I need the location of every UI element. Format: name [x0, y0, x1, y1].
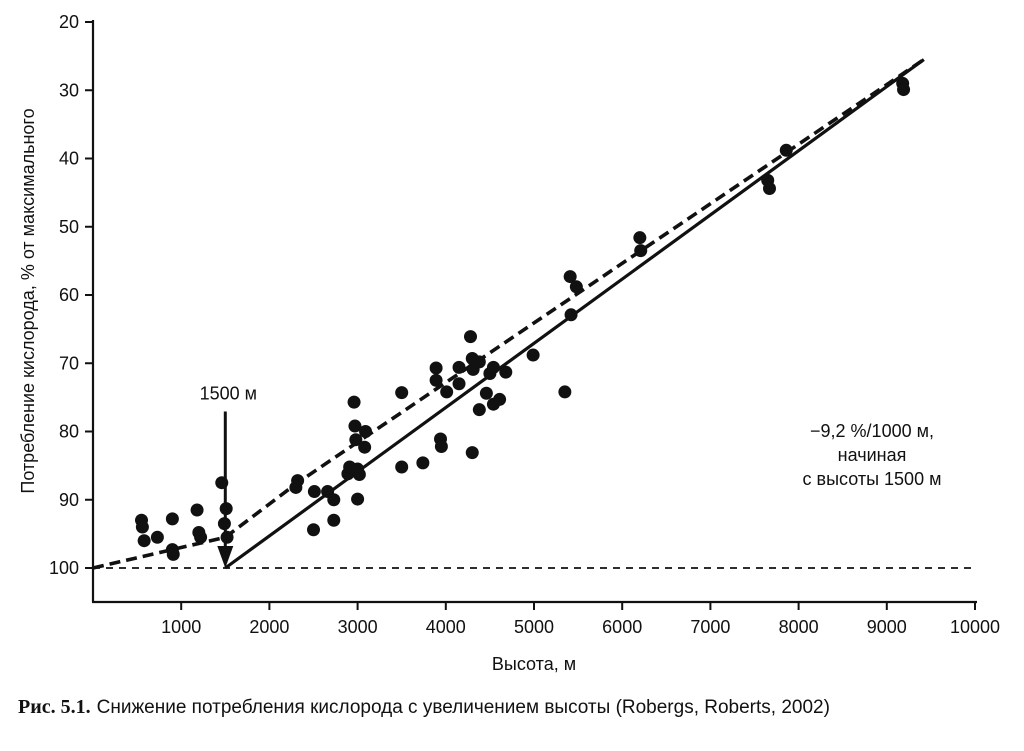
data-point	[452, 360, 466, 374]
data-point	[194, 530, 208, 544]
y-tick-label: 40	[59, 149, 79, 169]
y-tick-label: 80	[59, 422, 79, 442]
data-point	[440, 385, 454, 399]
data-point	[135, 520, 149, 534]
data-point	[429, 361, 443, 375]
data-point	[569, 280, 583, 294]
data-point	[351, 492, 365, 506]
data-point	[558, 385, 572, 399]
y-tick-label: 90	[59, 490, 79, 510]
data-points	[135, 76, 911, 561]
figure-caption: Рис. 5.1. Снижение потребления кислорода …	[18, 696, 1018, 719]
slope-note-line: с высоты 1500 м	[803, 469, 942, 489]
data-point	[762, 182, 776, 196]
data-point	[526, 348, 540, 362]
data-point	[564, 308, 578, 322]
annotations: 1500 м −9,2 %/1000 м, начиная с высоты 1500…	[200, 384, 942, 568]
y-tick-label: 70	[59, 353, 79, 373]
x-tick-label: 8000	[779, 617, 819, 637]
data-point	[472, 355, 486, 369]
data-point	[452, 377, 466, 391]
data-point	[395, 460, 409, 474]
data-point	[563, 270, 577, 284]
data-point	[327, 493, 341, 507]
arrow-head-icon	[217, 546, 234, 568]
data-point	[499, 365, 513, 379]
data-point	[220, 530, 234, 544]
data-point	[347, 395, 361, 409]
data-point	[150, 530, 164, 544]
arrow-label: 1500 м	[200, 384, 257, 404]
data-point	[434, 440, 448, 454]
data-point	[359, 425, 373, 438]
data-point	[166, 547, 180, 561]
x-tick-label: 2000	[249, 617, 289, 637]
x-axis-title: Высота, м	[492, 654, 576, 674]
slope-note-line: −9,2 %/1000 м,	[810, 421, 934, 441]
data-point	[291, 474, 305, 488]
data-point	[137, 534, 151, 548]
data-point	[307, 523, 320, 537]
data-point	[465, 446, 479, 460]
data-point	[779, 143, 793, 157]
data-point	[395, 386, 409, 400]
y-tick-label: 20	[59, 12, 79, 32]
data-point	[358, 440, 372, 454]
data-point	[327, 513, 341, 527]
y-tick-label: 30	[59, 80, 79, 100]
data-point	[633, 231, 647, 245]
data-point	[352, 467, 366, 481]
x-tick-label: 3000	[338, 617, 378, 637]
data-point	[348, 419, 362, 433]
data-point	[493, 392, 507, 406]
data-point	[479, 386, 493, 400]
x-tick-label: 5000	[514, 617, 554, 637]
data-point	[897, 83, 911, 97]
data-point	[165, 512, 179, 526]
caption-text: Снижение потребления кислорода с увеличе…	[96, 697, 830, 718]
data-point	[429, 373, 443, 387]
scatter-chart: 20 30 40 50 60 70 80 90 100 1000 2000 3000 4000 5000 6…	[18, 12, 1000, 674]
y-tick-label: 60	[59, 285, 79, 305]
data-point	[472, 403, 486, 417]
y-tick-label: 50	[59, 217, 79, 237]
figure-label: Рис. 5.1.	[18, 696, 91, 718]
data-point	[349, 433, 363, 447]
x-tick-label: 4000	[426, 617, 466, 637]
x-tick-label: 6000	[602, 617, 642, 637]
axes: 20 30 40 50 60 70 80 90 100 1000 2000 3000 4000 5000 6…	[18, 12, 1000, 674]
data-point	[416, 456, 430, 470]
dashed-line	[92, 58, 925, 570]
data-point	[463, 330, 477, 344]
y-tick-label: 100	[49, 558, 79, 578]
x-tick-label: 1000	[161, 617, 201, 637]
x-tick-label: 10000	[950, 617, 1000, 637]
slope-note-line: начиная	[838, 445, 907, 465]
data-point	[307, 485, 321, 499]
data-point	[190, 503, 204, 517]
x-tick-label: 9000	[867, 617, 907, 637]
data-point	[634, 244, 648, 258]
data-point	[486, 360, 500, 374]
x-tick-label: 7000	[690, 617, 730, 637]
y-axis-title: Потребление кислорода, % от максимальног…	[18, 108, 38, 493]
